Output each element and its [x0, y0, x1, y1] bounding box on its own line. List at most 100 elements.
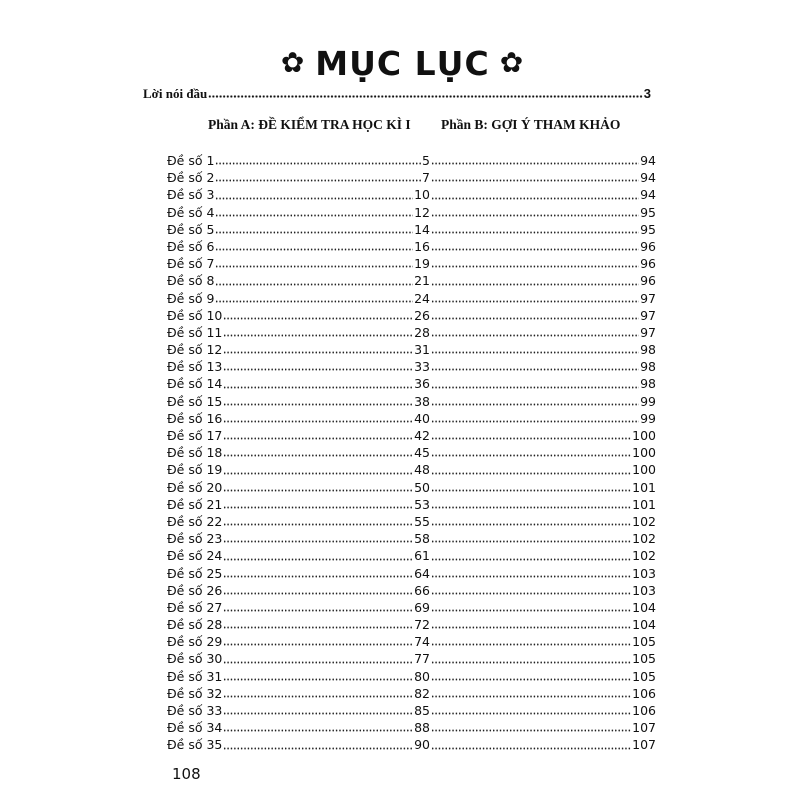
entry-label: Đề số 15: [167, 393, 223, 409]
entry-label: Đề số 17: [167, 428, 223, 443]
entry-page-b: 94: [640, 153, 656, 168]
entry-page-a: 74: [414, 634, 430, 650]
entry-page-a: 10: [414, 187, 430, 203]
entry-label: Đề số 34: [167, 720, 223, 736]
dot-leader: [431, 736, 632, 754]
dot-leader: [215, 186, 414, 204]
entry-page-b: 100: [632, 428, 656, 443]
dot-leader: [431, 392, 640, 410]
dot-leader: [431, 203, 640, 221]
entry-page-b: 106: [632, 685, 656, 701]
dot-leader: [223, 564, 414, 582]
dot-leader: [431, 358, 640, 376]
entry-page-b: 95: [640, 221, 656, 237]
entry-page-a: 19: [414, 256, 430, 272]
entry-page-a: 85: [414, 703, 430, 718]
entry-page-a: 7: [422, 170, 430, 186]
entry-label: Đề số 10: [167, 307, 223, 323]
dot-leader: [431, 220, 640, 238]
toc-entry: Đề số 25 64 103: [167, 564, 656, 582]
dot-leader: [215, 255, 414, 273]
entry-page-b: 105: [632, 634, 656, 650]
entry-page-b: 100: [632, 462, 656, 478]
toc-entry: Đề số 5 14 95: [167, 220, 656, 238]
toc-entry: Đề số 23 58 102: [167, 530, 656, 548]
entry-label: Đề số 18: [167, 445, 223, 461]
entry-page-a: 72: [414, 617, 430, 633]
dot-leader: [431, 427, 632, 445]
toc-entry: Đề số 4 12 95: [167, 203, 656, 221]
entry-page-b: 102: [632, 531, 656, 547]
toc-entry: Đề số 14 36 98: [167, 375, 656, 393]
dot-leader: [431, 289, 640, 307]
entry-label: Đề số 27: [167, 599, 223, 615]
dot-leader: [223, 341, 414, 359]
toc-entry: Đề số 22 55 102: [167, 512, 656, 531]
dot-leader: [223, 392, 414, 410]
entry-page-b: 100: [632, 445, 656, 461]
entry-label: Đề số 28: [167, 617, 223, 633]
entry-page-a: 31: [414, 342, 430, 358]
entry-page-a: 28: [414, 324, 430, 340]
toc-entry: Đề số 24 61 102: [167, 547, 656, 565]
toc-entry: Đề số 6 16 96: [167, 237, 656, 256]
dot-leader: [431, 444, 632, 462]
toc-entry: Đề số 13 33 98: [167, 358, 656, 376]
dot-leader: [431, 272, 640, 290]
dot-leader: [215, 237, 414, 256]
toc-entry: Đề số 7 19 96: [167, 255, 656, 273]
entry-label: Đề số 9: [167, 290, 215, 306]
dot-leader: [223, 650, 414, 668]
dot-leader: [431, 495, 632, 513]
title-text: MỤC LỤC: [315, 44, 490, 83]
dot-leader: [431, 616, 632, 634]
entry-page-b: 103: [632, 565, 656, 581]
toc-entry: Đề số 15 38 99: [167, 392, 656, 410]
entry-page-a: 26: [414, 307, 430, 323]
dot-leader: [223, 684, 414, 702]
entry-page-a: 50: [414, 479, 430, 495]
entry-page-b: 102: [632, 548, 656, 564]
dot-leader: [431, 169, 640, 187]
entry-page-a: 38: [414, 393, 430, 409]
entry-label: Đề số 19: [167, 462, 223, 478]
entry-page-a: 82: [414, 685, 430, 701]
dot-leader: [223, 512, 414, 531]
toc-entry: Đề số 17 42 100: [167, 427, 656, 445]
toc-entry: Đề số 26 66 103: [167, 581, 656, 599]
dot-leader: [431, 375, 640, 393]
dot-leader: [215, 203, 414, 221]
dot-leader: [431, 598, 632, 617]
entry-page-b: 99: [640, 393, 656, 409]
entry-page-a: 80: [414, 668, 430, 684]
toc-entry: Đề số 1 5 94: [167, 152, 656, 170]
dot-leader: [215, 152, 422, 170]
page-title: ✿ MỤC LỤC ✿: [0, 44, 805, 83]
dot-leader: [223, 581, 414, 599]
toc-entry: Đề số 3 10 94: [167, 186, 656, 204]
dot-leader: [431, 152, 640, 170]
toc-entry: Đề số 2 7 94: [167, 169, 656, 187]
entry-page-a: 69: [414, 599, 430, 615]
entry-label: Đề số 7: [167, 256, 215, 272]
dot-leader: [223, 306, 414, 324]
entry-label: Đề số 30: [167, 651, 223, 667]
dot-leader: [223, 427, 414, 445]
entry-page-a: 24: [414, 290, 430, 306]
dot-leader: [431, 667, 632, 685]
entry-page-a: 58: [414, 531, 430, 547]
toc-entry: Đề số 18 45 100: [167, 444, 656, 462]
entry-page-b: 94: [640, 187, 656, 203]
dot-leader: [431, 478, 632, 496]
entry-label: Đề số 4: [167, 204, 215, 220]
toc-entry: Đề số 12 31 98: [167, 341, 656, 359]
entry-page-a: 88: [414, 720, 430, 736]
entry-page-b: 98: [640, 376, 656, 392]
entry-page-b: 98: [640, 342, 656, 358]
entry-page-b: 97: [640, 324, 656, 340]
entry-label: Đề số 13: [167, 359, 223, 375]
toc-entry: Đề số 11 28 97: [167, 323, 656, 342]
toc-entry: Đề số 9 24 97: [167, 289, 656, 307]
part-b-heading: Phần B: GỢI Ý THAM KHẢO: [441, 117, 621, 132]
entry-page-b: 98: [640, 359, 656, 375]
